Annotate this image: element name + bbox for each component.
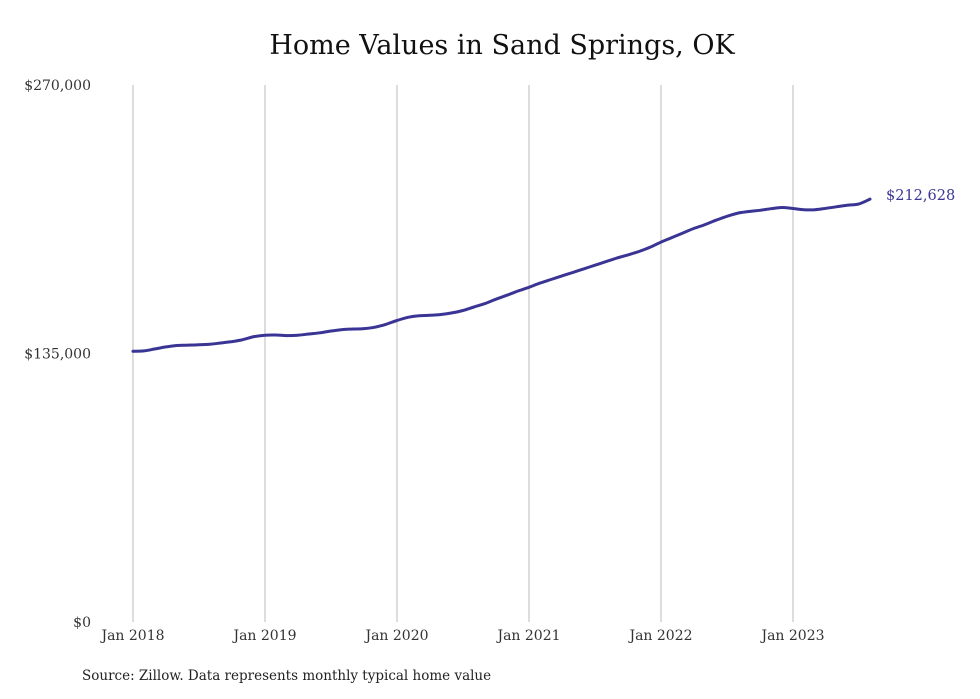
series-layer <box>131 197 872 353</box>
y-axis: $270,000 $135,000 $0 <box>24 78 91 631</box>
gridlines <box>132 85 794 622</box>
x-tick-label: Jan 2020 <box>363 628 428 644</box>
x-tick-label: Jan 2018 <box>99 628 164 644</box>
x-tick-label: Jan 2023 <box>759 628 824 644</box>
source-note: Source: Zillow. Data represents monthly … <box>82 668 492 684</box>
x-axis: Jan 2018 Jan 2019 Jan 2020 Jan 2021 Jan 2022… <box>99 628 824 644</box>
x-tick-label: Jan 2019 <box>231 628 296 644</box>
x-tick-label: Jan 2021 <box>495 628 560 644</box>
y-tick-label: $270,000 <box>24 78 91 94</box>
end-value-label: $212,628 <box>886 188 955 204</box>
y-tick-label: $0 <box>73 615 91 631</box>
end-label-layer: $212,628 <box>886 188 955 204</box>
chart-title: Home Values in Sand Springs, OK <box>269 30 735 61</box>
series-line-0 <box>131 197 872 353</box>
x-tick-label: Jan 2022 <box>627 628 692 644</box>
y-tick-label: $135,000 <box>24 347 91 363</box>
